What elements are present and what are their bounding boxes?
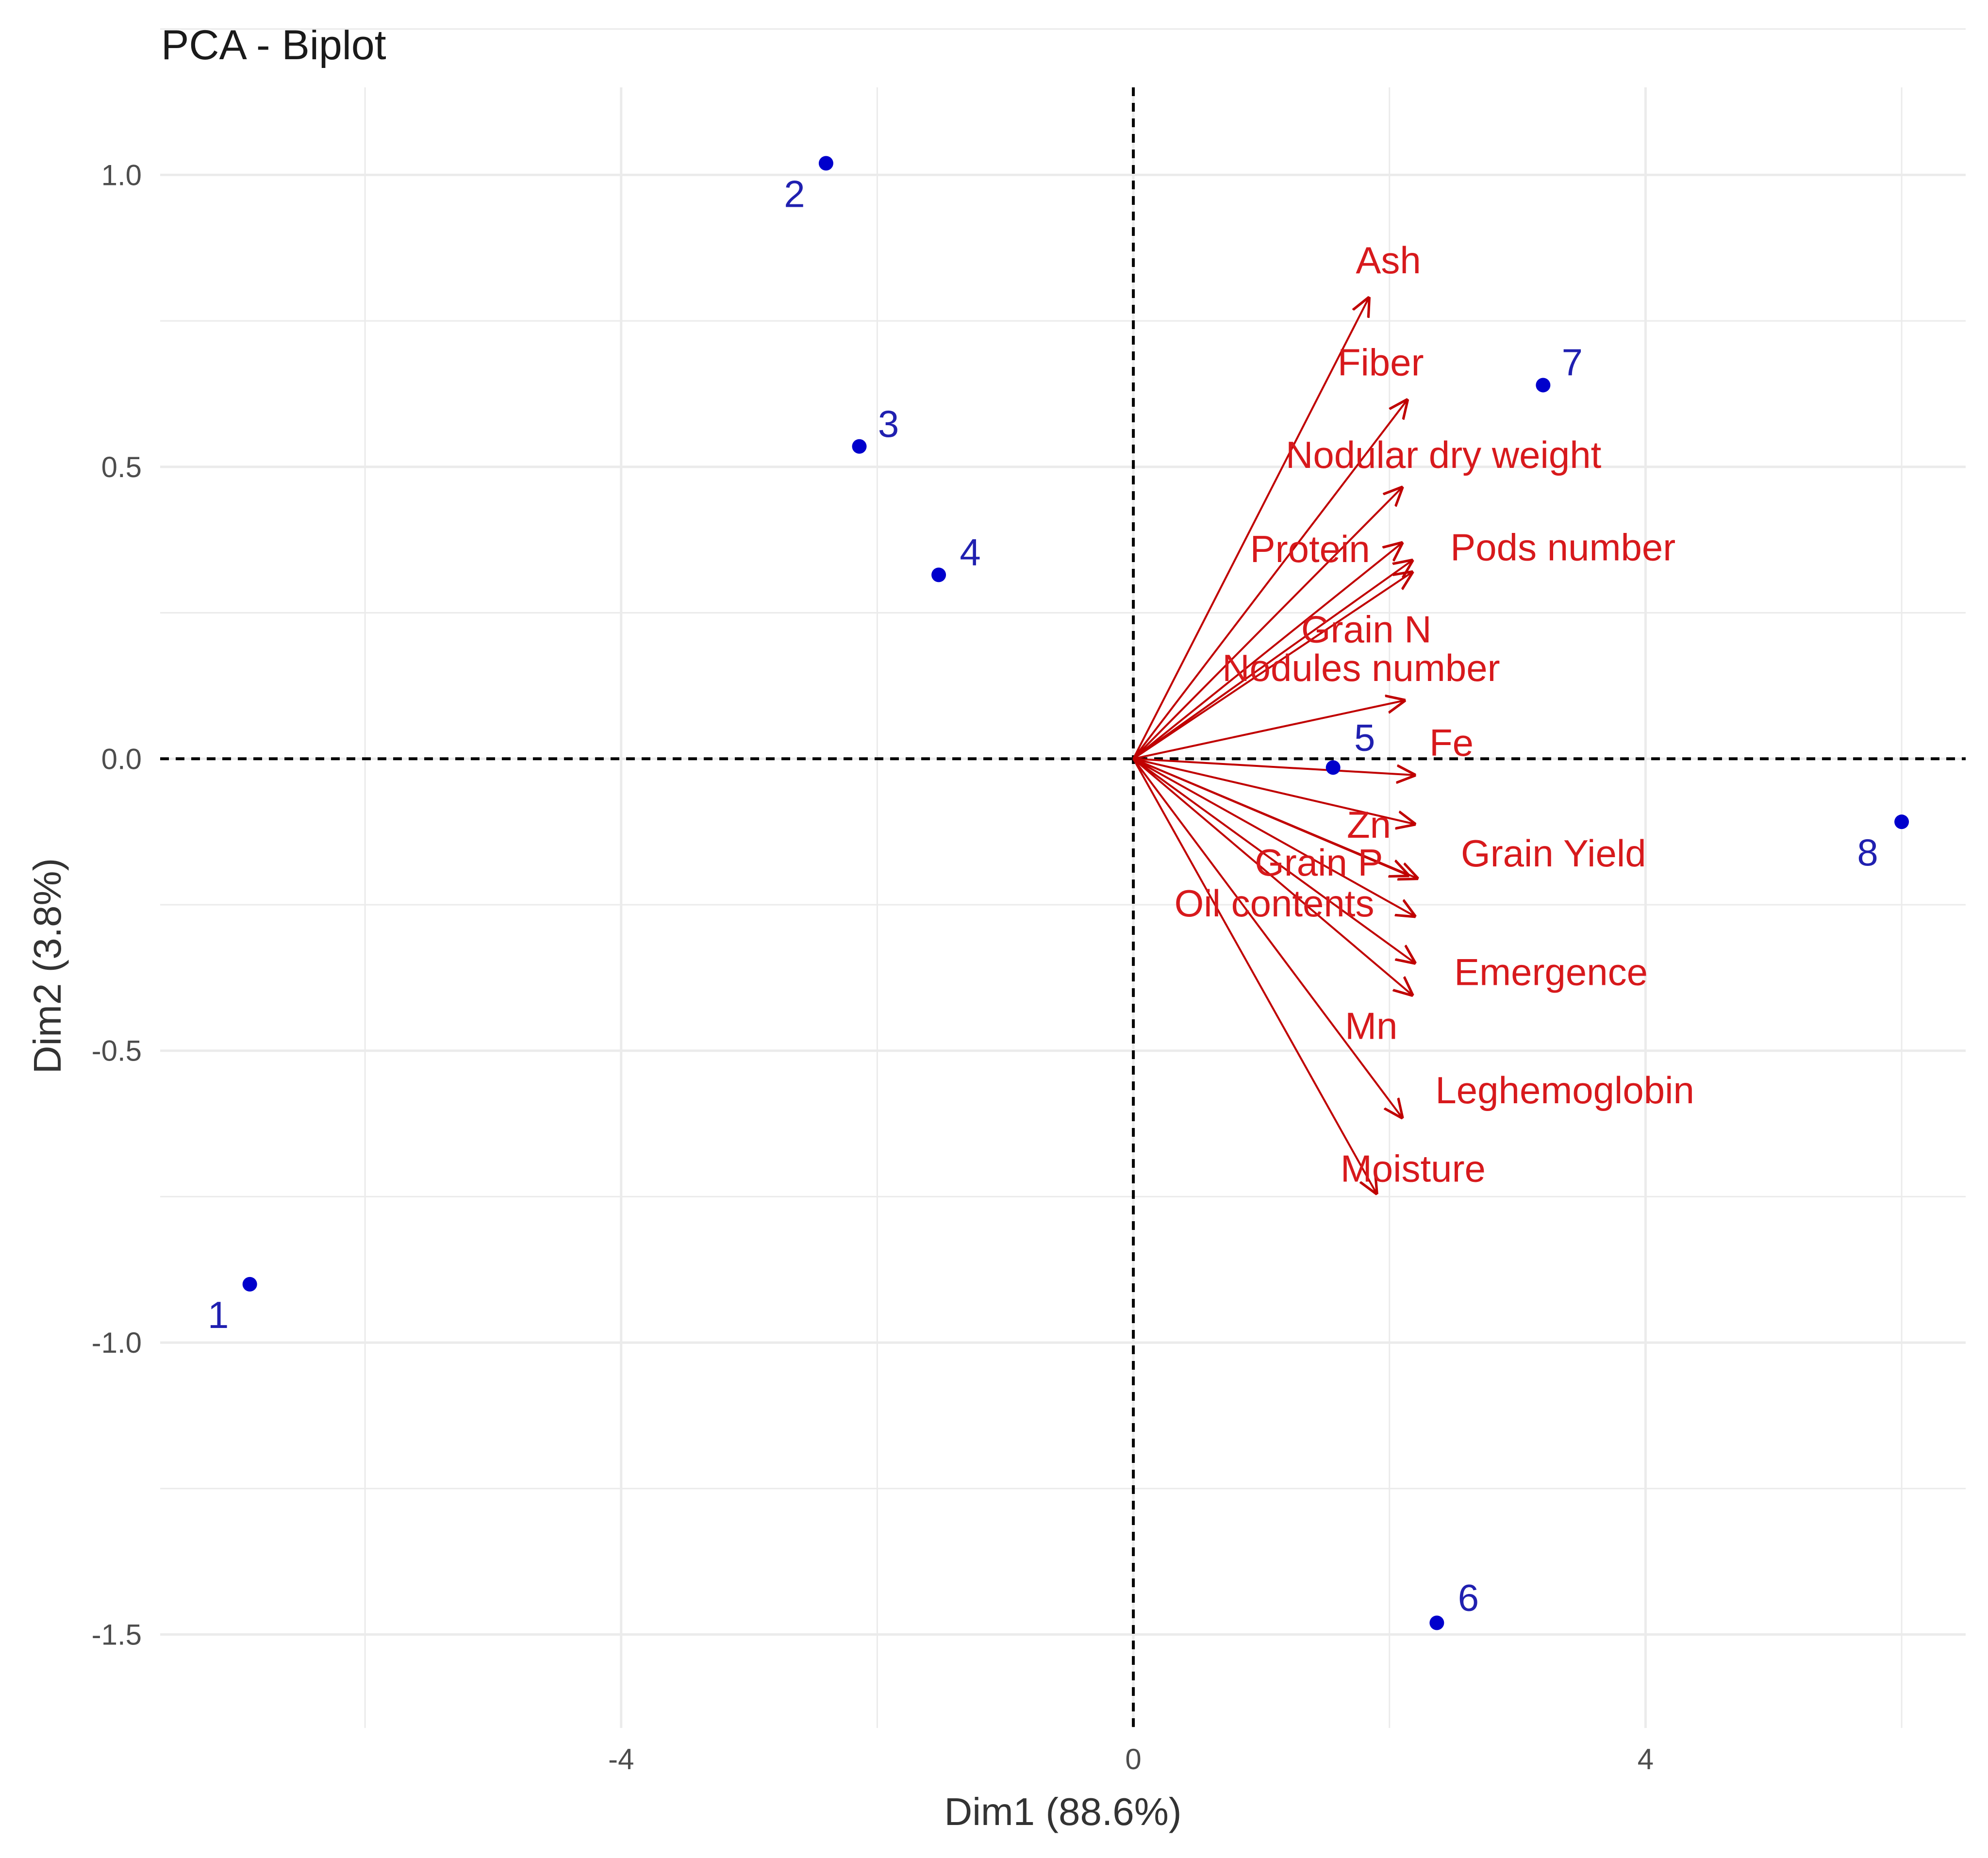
variable-label: Moisture — [1341, 1147, 1486, 1190]
y-tick-label: 1.0 — [101, 159, 142, 191]
individual-point — [1325, 760, 1341, 775]
variable-label: Emergence — [1454, 950, 1648, 993]
individual-label: 4 — [960, 531, 980, 573]
y-tick-label: -1.0 — [92, 1327, 142, 1359]
variable-arrow — [1132, 758, 1376, 1194]
variable-arrow — [1132, 758, 1402, 1118]
x-tick-label: -4 — [608, 1743, 634, 1775]
variable-arrow — [1133, 700, 1405, 760]
y-tick-label: -1.5 — [92, 1619, 142, 1651]
variable-label: Mn — [1345, 1004, 1397, 1047]
individual-point — [818, 156, 833, 171]
variable-label: Fiber — [1338, 341, 1424, 384]
variable-label: Protein — [1250, 528, 1370, 570]
individual-label: 3 — [878, 402, 899, 445]
variable-label: Grain Yield — [1461, 832, 1646, 875]
individual-point — [852, 439, 867, 454]
variable-label: Nodular dry weight — [1286, 433, 1602, 476]
variable-label: Zn — [1347, 803, 1391, 846]
variable-arrow — [1132, 400, 1408, 760]
individual-label: 1 — [208, 1294, 229, 1336]
individual-point — [931, 567, 946, 582]
individual-label: 2 — [784, 172, 805, 215]
individual-label: 5 — [1354, 716, 1375, 759]
variable-arrow — [1132, 560, 1412, 760]
y-tick-label: -0.5 — [92, 1035, 142, 1067]
variable-arrows — [1132, 298, 1418, 1194]
individual-point — [242, 1277, 257, 1292]
variable-label: Fe — [1429, 721, 1474, 764]
labels: Ash Fiber Nodular dry weight Protein Pods nu… — [208, 172, 1878, 1619]
variable-arrow — [1132, 758, 1415, 963]
variable-label: Grain N — [1301, 608, 1432, 650]
grid — [160, 28, 1966, 1728]
variable-label: Nodules number — [1222, 647, 1500, 689]
variable-arrow — [1132, 572, 1412, 760]
variable-label: Ash — [1356, 239, 1421, 282]
variable-arrow — [1132, 487, 1402, 760]
x-axis-title: Dim1 (88.6%) — [944, 1790, 1181, 1833]
individual-point — [1429, 1615, 1444, 1630]
y-tick-label: 0.5 — [101, 451, 142, 483]
variable-label: Pods number — [1450, 526, 1675, 568]
axis-ticks: -4 0 4 1.0 0.5 0.0 -0.5 -1.0 -1.5 — [92, 159, 1654, 1775]
variable-arrow — [1132, 298, 1369, 760]
x-tick-label: 0 — [1125, 1743, 1141, 1775]
y-axis-title: Dim2 (3.8%) — [26, 858, 69, 1074]
reference-lines — [160, 87, 1966, 1728]
variable-label: Grain P — [1255, 841, 1383, 884]
variable-arrow — [1133, 758, 1415, 775]
x-tick-label: 4 — [1638, 1743, 1654, 1775]
y-tick-label: 0.0 — [101, 743, 142, 775]
variable-arrow — [1133, 758, 1415, 824]
variable-arrow — [1133, 758, 1415, 916]
individual-point — [1536, 378, 1551, 393]
individual-points — [242, 156, 1909, 1630]
individual-label: 8 — [1857, 831, 1878, 874]
individual-label: 6 — [1458, 1576, 1479, 1619]
variable-arrow — [1133, 758, 1418, 879]
variable-arrow — [1132, 543, 1402, 760]
variable-label: Leghemoglobin — [1435, 1069, 1694, 1111]
variable-arrow — [1132, 758, 1412, 995]
individual-point — [1894, 814, 1909, 829]
individual-label: 7 — [1562, 341, 1583, 383]
variable-label: Oil contents — [1175, 882, 1375, 925]
